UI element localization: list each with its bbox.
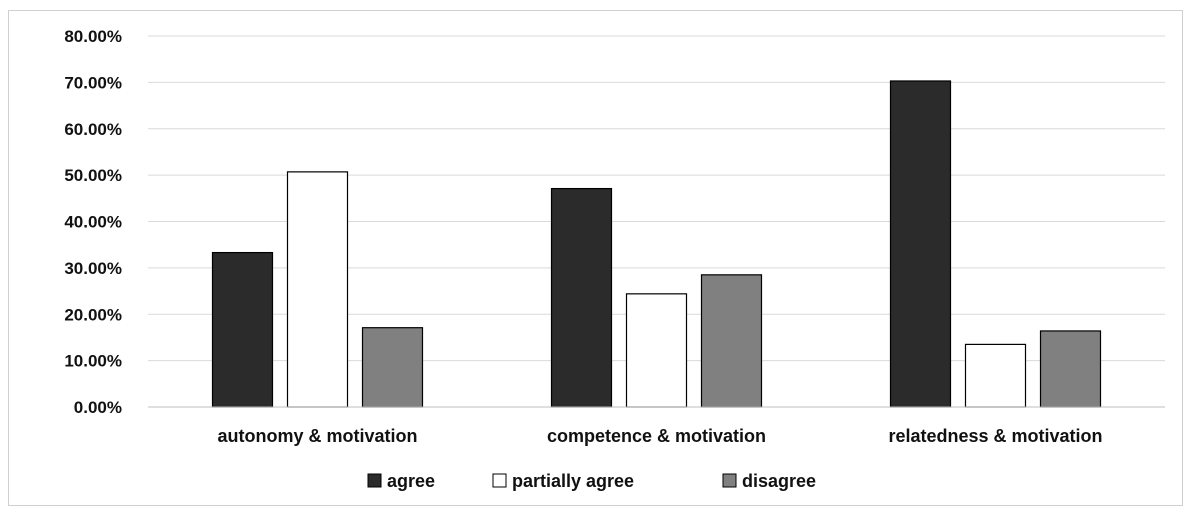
y-tick-label: 20.00%: [64, 305, 122, 324]
y-tick-label: 60.00%: [64, 120, 122, 139]
x-category-label: autonomy & motivation: [217, 426, 417, 446]
bar-agree: [889, 80, 952, 408]
bar-agree: [211, 251, 274, 408]
y-tick-label: 10.00%: [64, 352, 122, 371]
y-tick-label: 80.00%: [64, 27, 122, 46]
bar-disagree: [1039, 330, 1102, 408]
y-tick-label: 40.00%: [64, 213, 122, 232]
bar-disagree: [361, 327, 424, 408]
bar-partially-agree: [964, 343, 1027, 408]
bar-partially-agree: [625, 293, 688, 408]
y-tick-label: 50.00%: [64, 166, 122, 185]
x-category-label: relatedness & motivation: [888, 426, 1102, 446]
legend-swatch: [367, 473, 382, 488]
bars: [211, 80, 1102, 408]
legend-label: disagree: [742, 471, 816, 491]
y-axis-ticks: 0.00% 10.00% 20.00% 30.00% 40.00% 50.00% 60.00…: [64, 27, 122, 417]
legend-label: agree: [387, 471, 435, 491]
x-category-label: competence & motivation: [547, 426, 766, 446]
bar-partially-agree: [286, 171, 349, 408]
legend-swatch: [722, 473, 737, 488]
y-tick-label: 30.00%: [64, 259, 122, 278]
x-axis-categories: autonomy & motivation competence & motiva…: [217, 426, 1102, 446]
legend: agree partially agree disagree: [367, 471, 816, 491]
y-tick-label: 70.00%: [64, 73, 122, 92]
legend-label: partially agree: [512, 471, 634, 491]
y-tick-label: 0.00%: [74, 398, 122, 417]
legend-swatch: [492, 473, 507, 488]
bar-disagree: [700, 274, 763, 408]
bar-agree: [550, 187, 613, 408]
